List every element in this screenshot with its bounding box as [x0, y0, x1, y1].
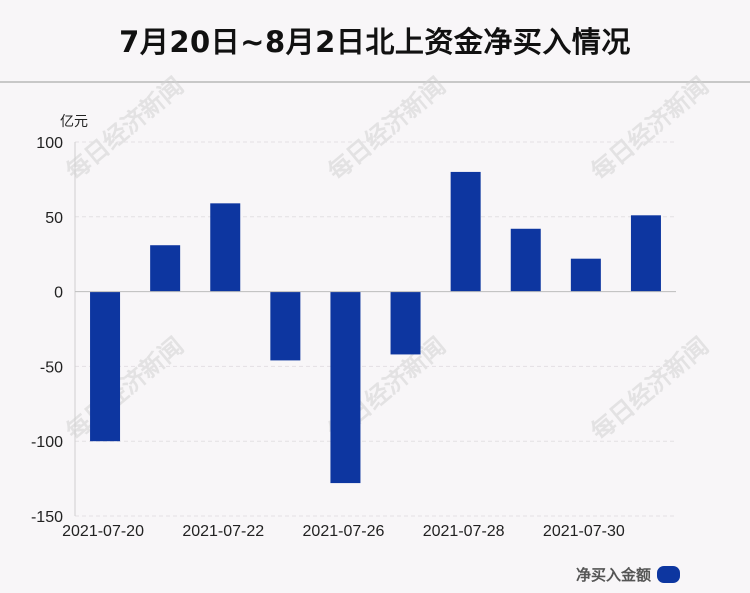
watermark-text: 每日经济新闻 — [60, 331, 189, 446]
bar[interactable] — [510, 228, 541, 292]
bar[interactable] — [450, 171, 481, 292]
bar[interactable] — [270, 291, 301, 361]
y-tick-labels: 100 50 0 -50 -100 -150 — [31, 135, 63, 526]
x-tick-label: 2021-07-26 — [303, 523, 385, 540]
watermark-text: 每日经济新闻 — [585, 331, 714, 446]
y-tick-label: 100 — [36, 135, 63, 152]
y-tick-label: 50 — [45, 210, 63, 227]
legend-swatch — [657, 565, 681, 583]
x-tick-labels: 2021-07-20 2021-07-22 2021-07-26 2021-07-28… — [62, 523, 625, 540]
x-tick-label: 2021-07-28 — [423, 523, 505, 540]
y-axis-unit: 亿元 — [60, 114, 88, 130]
watermark-text: 每日经济新闻 — [585, 71, 714, 186]
y-tick-label: -50 — [40, 359, 63, 376]
grid-lines — [75, 141, 676, 517]
bar[interactable] — [570, 258, 601, 292]
y-tick-label: -100 — [31, 434, 63, 451]
x-tick-label: 2021-07-30 — [543, 523, 625, 540]
watermark-text: 每日经济新闻 — [322, 71, 451, 186]
legend-label: 净买入金额 — [576, 565, 652, 584]
title-divider — [0, 81, 750, 83]
chart-title: 7月20日~8月2日北上资金净买入情况 — [119, 25, 631, 59]
axes — [74, 142, 676, 516]
bar[interactable] — [390, 291, 421, 355]
bar[interactable] — [90, 291, 121, 442]
bars — [90, 171, 661, 484]
bar[interactable] — [630, 215, 661, 292]
y-tick-label: 0 — [54, 285, 63, 302]
x-tick-label: 2021-07-22 — [182, 523, 264, 540]
legend[interactable]: 净买入金额 — [576, 562, 681, 586]
y-tick-label: -150 — [31, 509, 63, 526]
bar[interactable] — [150, 245, 181, 292]
x-tick-label: 2021-07-20 — [62, 523, 144, 540]
bar[interactable] — [330, 291, 361, 484]
bar[interactable] — [210, 203, 241, 292]
